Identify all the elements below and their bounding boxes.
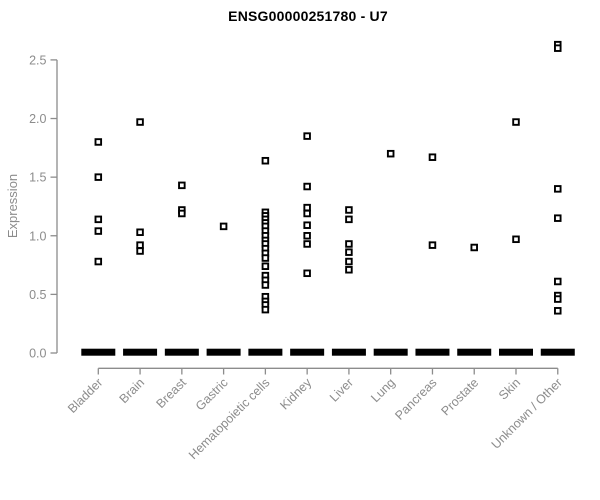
data-point [94, 227, 103, 235]
data-point [345, 206, 353, 214]
data-point [261, 156, 270, 165]
data-point [94, 215, 103, 224]
data-point [94, 138, 103, 146]
data-point [303, 240, 311, 248]
data-point [512, 118, 520, 126]
y-tick-label: 1.5 [29, 171, 46, 185]
zero-cluster-dash [331, 348, 366, 356]
x-category-label: Kidney [277, 375, 314, 412]
plot-generated-layer: 0.0 0.5 1.0 1.5 2.0 2.5 Bladder Brain Breast Gast… [29, 40, 575, 463]
data-point [261, 262, 270, 270]
data-point [303, 182, 311, 191]
data-point [512, 235, 520, 244]
data-point [345, 215, 353, 224]
data-point [178, 209, 186, 218]
data-point [345, 248, 353, 256]
data-point [261, 281, 270, 289]
y-tick-label: 1.0 [29, 229, 46, 243]
data-point [136, 241, 144, 249]
data-point [345, 240, 353, 248]
data-point [303, 232, 311, 240]
data-point [554, 44, 562, 52]
data-point [136, 247, 144, 255]
data-point [554, 307, 562, 315]
zero-cluster-dash [499, 348, 533, 356]
zero-cluster-dash [373, 348, 408, 356]
x-category-label: Brain [117, 375, 148, 406]
data-point [261, 305, 270, 314]
data-point [94, 257, 103, 266]
y-tick-label: 2.5 [29, 53, 46, 67]
data-point [261, 254, 270, 262]
x-category-label: Unknown / Other [489, 376, 565, 452]
x-category-label: Hematopoietic cells [186, 376, 273, 463]
data-point [428, 153, 437, 161]
data-point [386, 149, 395, 158]
x-category-label: Prostate [439, 375, 482, 418]
data-point [470, 243, 478, 252]
y-axis-label: Expression [5, 174, 20, 238]
data-point [303, 203, 311, 212]
data-point [94, 173, 103, 181]
data-point [303, 221, 311, 229]
zero-cluster-dash [415, 348, 450, 356]
data-point [345, 257, 353, 266]
data-point [554, 214, 562, 222]
chart-title: ENSG00000251780 - U7 [228, 8, 388, 24]
zero-cluster-dash [206, 348, 241, 356]
zero-cluster-dash [540, 348, 575, 356]
data-point [345, 266, 353, 274]
y-tick-label: 0.5 [29, 288, 46, 302]
x-category-label: Gastric [193, 376, 231, 414]
data-point [554, 277, 562, 286]
data-point [219, 222, 228, 231]
x-category-label: Lung [368, 375, 398, 405]
zero-cluster-dash [290, 348, 325, 356]
zero-cluster-dash [457, 348, 492, 356]
x-category-label: Bladder [65, 376, 105, 416]
x-category-label: Liver [327, 376, 356, 405]
zero-cluster-dash [248, 348, 283, 356]
x-category-label: Breast [154, 375, 190, 411]
x-category-label: Pancreas [392, 376, 439, 423]
data-point [303, 132, 311, 140]
zero-cluster-dash [123, 348, 158, 356]
zero-cluster-dash [164, 348, 199, 356]
data-point [178, 181, 186, 190]
data-point [136, 228, 144, 236]
data-point [303, 209, 311, 218]
zero-cluster-dash [81, 348, 116, 356]
data-point [303, 269, 311, 278]
data-point [554, 185, 562, 193]
data-point [136, 118, 144, 126]
x-category-label: Skin [496, 375, 523, 402]
y-tick-label: 2.0 [29, 112, 46, 126]
data-point [554, 295, 562, 303]
data-point [428, 241, 437, 249]
y-tick-label: 0.0 [29, 347, 46, 361]
